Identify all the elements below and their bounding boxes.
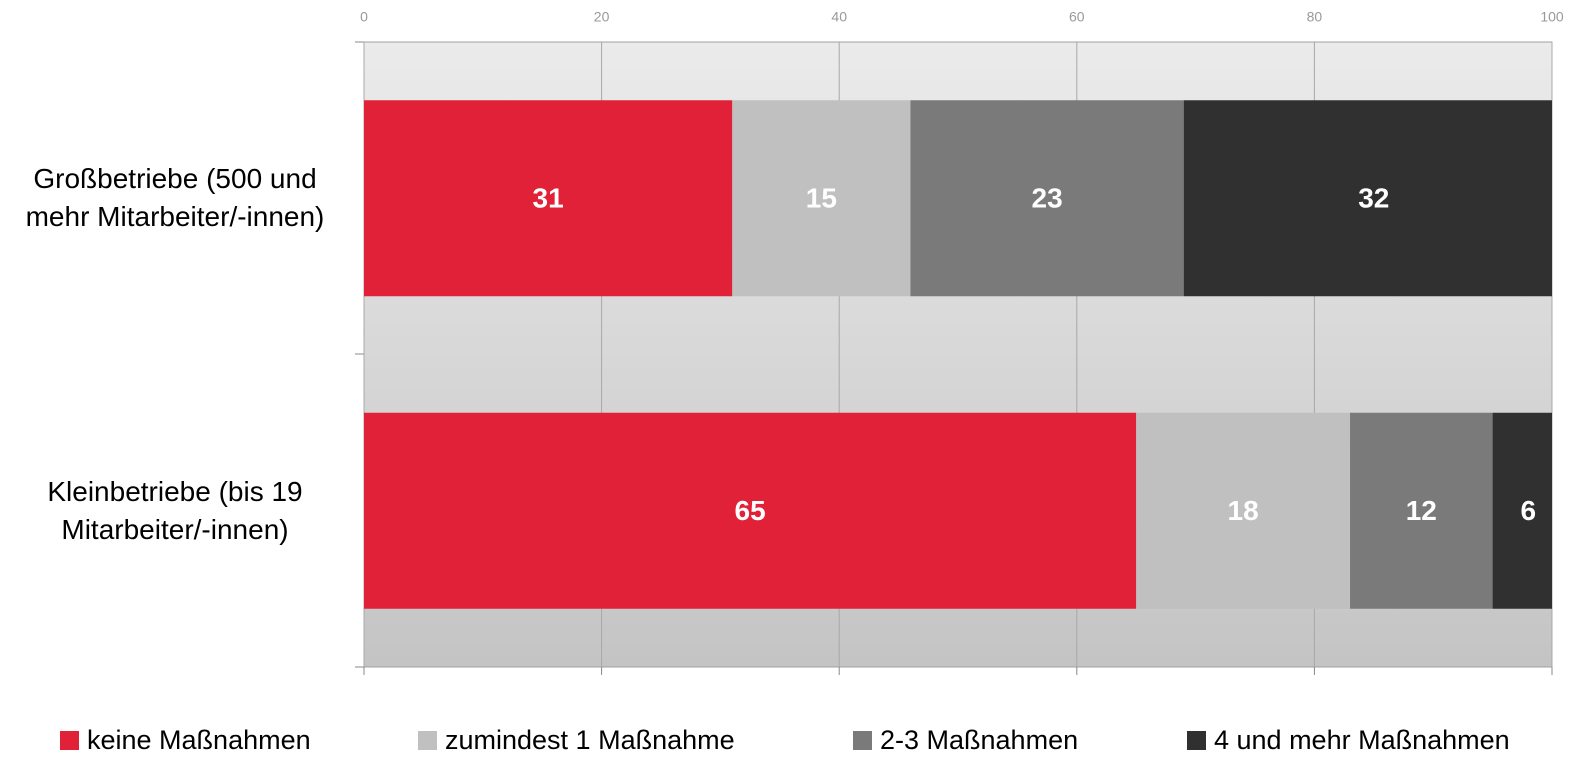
bar-segment (364, 100, 733, 297)
legend-swatch (418, 731, 437, 750)
x-tick-label: 60 (1069, 9, 1085, 25)
legend-label: keine Maßnahmen (87, 725, 311, 755)
bar-segment (1492, 412, 1552, 609)
x-tick-label: 20 (594, 9, 610, 25)
bar-segment (364, 412, 1137, 609)
bar-segment (1183, 100, 1552, 297)
data-label: 32 (1358, 183, 1389, 214)
data-label: 18 (1228, 495, 1259, 526)
data-label: 23 (1032, 183, 1063, 214)
x-tick-label: 0 (360, 9, 368, 25)
bar-segment (910, 100, 1184, 297)
bars (364, 100, 1552, 609)
x-tick-label: 100 (1540, 9, 1564, 25)
legend-swatch (60, 731, 79, 750)
bar-segment (1136, 412, 1351, 609)
data-label: 15 (806, 183, 837, 214)
legend-swatch (1187, 731, 1206, 750)
data-label: 65 (735, 495, 766, 526)
bar-segment (1350, 412, 1493, 609)
legend-label: zumindest 1 Maßnahme (445, 725, 735, 755)
legend-swatch (853, 731, 872, 750)
legend-label: 4 und mehr Maßnahmen (1214, 725, 1510, 755)
bar-segment (732, 100, 911, 297)
data-label: 12 (1406, 495, 1437, 526)
data-label: 6 (1520, 495, 1536, 526)
category-label: Kleinbetriebe (bis 19 Mitarbeiter/-innen… (47, 475, 303, 545)
category-label: Großbetriebe (500 und mehr Mitarbeiter/-… (25, 163, 325, 233)
x-tick-label: 40 (831, 9, 847, 25)
x-tick-label: 80 (1307, 9, 1323, 25)
legend-label: 2-3 Maßnahmen (880, 725, 1078, 755)
data-label: 31 (533, 183, 564, 214)
